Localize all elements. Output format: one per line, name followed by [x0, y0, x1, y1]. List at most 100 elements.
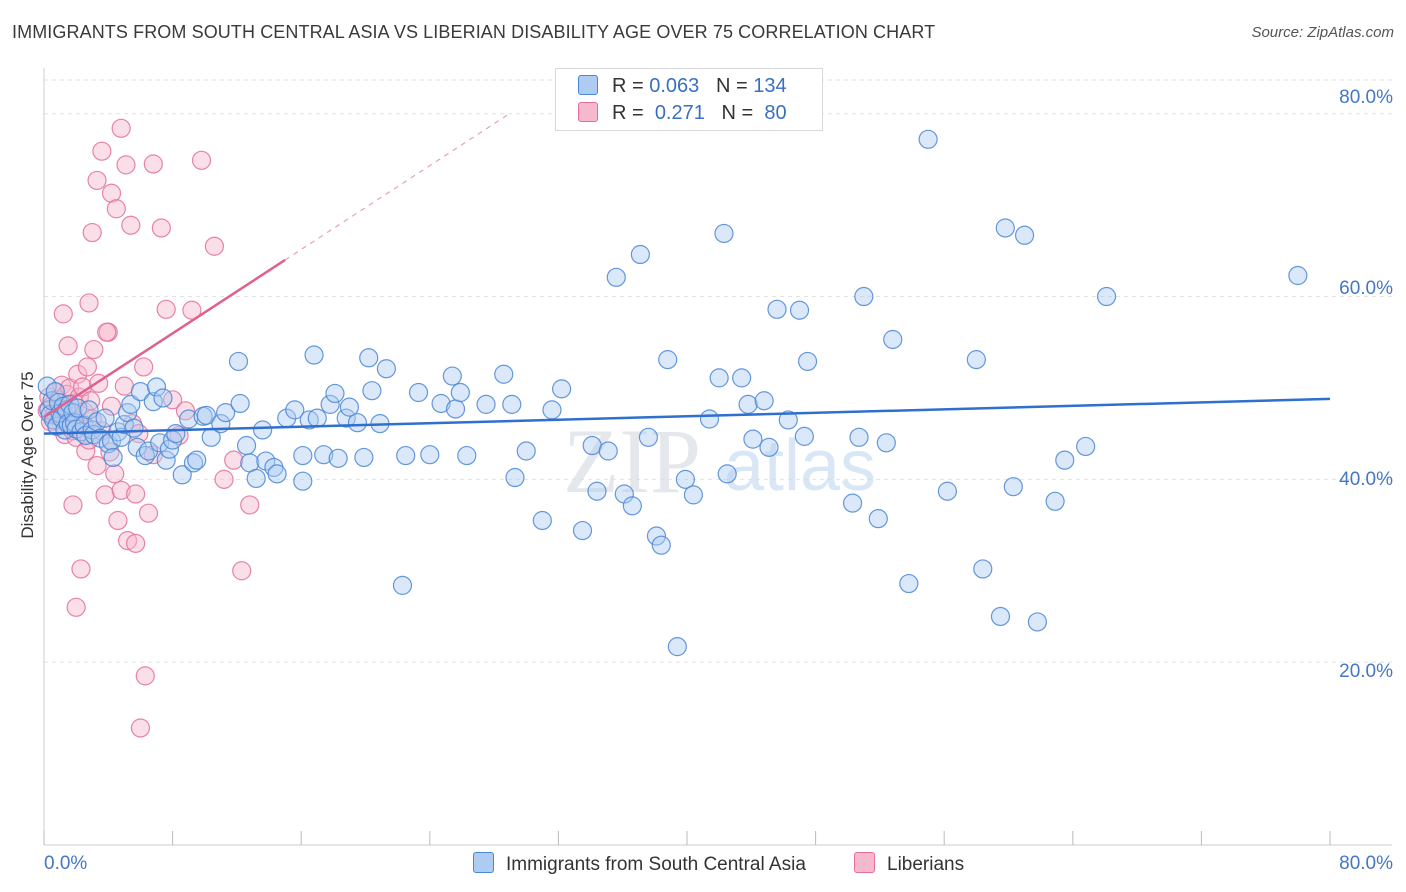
blue-point-52 — [183, 453, 204, 473]
series-name-pink: Liberians — [887, 854, 965, 875]
legend-n-label: N = — [715, 75, 748, 97]
pink-point-62 — [121, 215, 141, 235]
blue-point-28 — [95, 408, 115, 428]
south-central-asia-points — [37, 129, 1308, 657]
x-tick-label-max: 80.0% — [1339, 853, 1393, 874]
legend-r-label: R = — [612, 102, 644, 124]
blue-point-96 — [476, 394, 496, 414]
x-tick-label-min: 0.0% — [44, 853, 87, 874]
blue-point-81 — [347, 413, 368, 433]
blue-point-49 — [166, 424, 186, 444]
blue-point-132 — [797, 351, 818, 372]
blue-point-124 — [738, 394, 758, 414]
legend-swatch-pink — [578, 102, 598, 122]
legend-n-label: N = — [721, 102, 754, 124]
y-tick-label-40: 40.0% — [1339, 469, 1393, 490]
series-swatch-blue — [473, 852, 494, 873]
y-tick-label-60: 60.0% — [1339, 278, 1393, 299]
blue-point-50 — [172, 465, 192, 485]
blue-point-135 — [854, 286, 874, 307]
pink-point-25 — [77, 357, 98, 377]
pink-point-49 — [58, 336, 78, 356]
blue-point-37 — [124, 418, 144, 438]
blue-point-76 — [320, 394, 340, 414]
blue-point-64 — [253, 420, 273, 440]
pink-point-60 — [111, 118, 131, 138]
blue-point-89 — [408, 382, 429, 403]
blue-point-103 — [552, 379, 572, 399]
legend-n-value-pink: 80 — [764, 102, 787, 124]
pink-point-46 — [138, 503, 159, 523]
blue-point-31 — [103, 447, 123, 468]
blue-point-149 — [1045, 491, 1065, 511]
blue-point-129 — [778, 410, 798, 430]
blue-point-142 — [966, 350, 986, 370]
blue-point-146 — [1003, 477, 1023, 497]
blue-point-100 — [516, 441, 536, 461]
blue-point-119 — [699, 409, 720, 429]
pink-point-64 — [130, 718, 151, 738]
pink-point-57 — [97, 322, 117, 342]
trend-line-pink-extension — [284, 112, 511, 261]
pink-point-63 — [126, 533, 146, 553]
blue-point-60 — [230, 393, 250, 414]
blue-point-102 — [542, 400, 562, 420]
pink-point-39 — [111, 480, 131, 500]
blue-point-145 — [995, 218, 1015, 238]
pink-point-53 — [79, 293, 99, 313]
series-swatch-pink — [854, 852, 875, 873]
blue-point-112 — [638, 427, 659, 447]
blue-point-148 — [1027, 612, 1048, 632]
blue-point-72 — [299, 410, 319, 430]
blue-point-77 — [325, 383, 345, 404]
blue-point-74 — [307, 408, 327, 428]
blue-point-114 — [651, 535, 671, 555]
pink-point-43 — [126, 484, 146, 504]
blue-point-25 — [84, 424, 104, 445]
pink-point-40 — [114, 376, 134, 396]
series-name-blue: Immigrants from South Central Asia — [506, 854, 806, 875]
blue-point-99 — [505, 467, 525, 488]
pink-point-67 — [151, 218, 171, 238]
blue-point-94 — [450, 382, 470, 403]
blue-point-93 — [445, 399, 466, 419]
blue-point-150 — [1055, 450, 1075, 470]
blue-point-79 — [336, 408, 356, 428]
blue-point-140 — [918, 129, 938, 149]
blue-point-61 — [236, 435, 257, 456]
blue-point-63 — [246, 468, 266, 489]
pink-point-30 — [87, 456, 107, 476]
series-legend-pink: Liberians — [854, 852, 964, 876]
pink-point-73 — [191, 150, 212, 170]
y-tick-label-80: 80.0% — [1339, 87, 1393, 108]
pink-point-78 — [240, 495, 260, 515]
trend-line-pink — [43, 258, 286, 419]
legend-row-blue: R = 0.063 N = 134 — [578, 75, 787, 101]
legend-r-label: R = — [612, 75, 644, 97]
blue-point-83 — [359, 348, 379, 368]
blue-point-107 — [598, 441, 618, 461]
blue-point-5 — [45, 381, 65, 402]
blue-point-92 — [442, 366, 462, 386]
blue-point-126 — [754, 391, 774, 411]
blue-point-38 — [127, 437, 147, 457]
blue-point-95 — [457, 445, 477, 466]
blue-point-133 — [842, 493, 863, 513]
blue-point-58 — [216, 403, 236, 423]
blue-point-123 — [732, 368, 752, 388]
blue-point-152 — [1096, 286, 1117, 307]
blue-point-122 — [717, 464, 737, 484]
trend-line-blue — [43, 397, 1331, 435]
blue-point-69 — [285, 400, 305, 420]
blue-point-88 — [396, 445, 416, 466]
blue-point-70 — [293, 445, 313, 466]
watermark-zip: ZIP — [563, 410, 701, 512]
blue-point-59 — [228, 351, 249, 372]
pink-point-66 — [143, 154, 163, 174]
blue-point-116 — [667, 637, 687, 657]
blue-point-125 — [743, 429, 763, 449]
trend-lines — [43, 112, 1331, 435]
blue-point-117 — [675, 469, 695, 489]
blue-point-82 — [354, 447, 374, 468]
